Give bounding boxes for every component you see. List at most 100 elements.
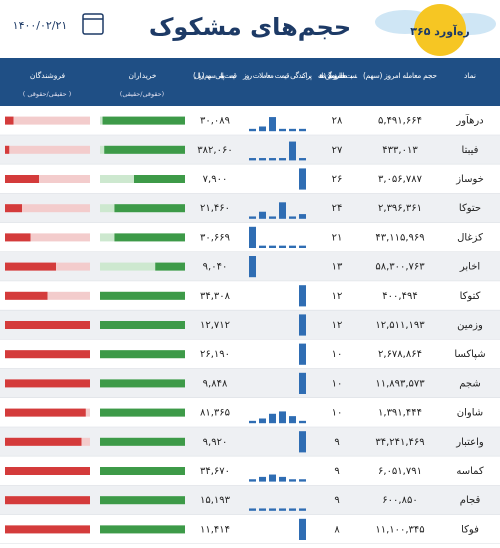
- price: ۱۵,۱۹۳: [200, 495, 231, 506]
- dispersion-bar: [249, 226, 256, 248]
- column-note: (حقوقی/حقیقی): [120, 90, 164, 98]
- symbol: شاوان: [457, 408, 483, 419]
- ratio: ۱۳: [332, 262, 343, 273]
- dispersion-bar: [289, 216, 296, 219]
- dispersion-bar: [269, 245, 276, 248]
- sellers-bar: [5, 321, 90, 329]
- dispersion-bar: [299, 372, 306, 394]
- symbol: وزمین: [457, 320, 483, 331]
- ratio: ۱۲: [332, 320, 343, 331]
- volume: ۶,۰۵۱,۷۹۱: [378, 466, 422, 477]
- price: ۸۱,۳۶۵: [200, 408, 230, 419]
- volume: ۲,۳۹۶,۳۶۱: [378, 203, 422, 214]
- buyers-bar: [102, 116, 185, 125]
- symbol: واعتبار: [455, 437, 484, 448]
- dispersion-bar: [279, 158, 286, 161]
- sellers-bar: [5, 262, 56, 271]
- ratio: ۲۴: [332, 203, 343, 214]
- buyers-bar: [100, 467, 185, 475]
- volume: ۱۱,۱۰۰,۳۴۵: [375, 524, 424, 535]
- sellers-bar: [5, 437, 82, 446]
- price: ۹,۰۴۰: [203, 262, 228, 273]
- ratio: ۸: [334, 524, 340, 535]
- dispersion-bar: [249, 479, 256, 482]
- buyers-bar: [100, 379, 185, 388]
- dispersion-bar: [249, 420, 256, 424]
- sellers-bar: [5, 204, 22, 213]
- sellers-bar: [5, 145, 10, 154]
- symbol: کماسه: [456, 466, 484, 477]
- buyers-bar: [100, 408, 185, 417]
- volume: ۴۰۰,۴۹۴: [382, 291, 417, 302]
- dispersion-bar: [299, 314, 306, 336]
- volume: ۴۳,۱۱۵,۹۶۹: [375, 232, 424, 243]
- dispersion-bar: [249, 508, 256, 511]
- dispersion-bar: [299, 518, 306, 540]
- buyers-track: [100, 262, 185, 271]
- sellers-bar: [5, 525, 90, 534]
- symbol: قجام: [460, 495, 481, 506]
- price: ۳۰,۰۸۹: [200, 116, 230, 127]
- price: ۹,۸۴۸: [203, 378, 228, 389]
- dispersion-bar: [269, 413, 276, 424]
- dispersion-bar: [269, 508, 276, 511]
- ratio: ۲۶: [332, 174, 343, 185]
- sellers-bar: [5, 496, 90, 505]
- price: ۱۱,۴۱۴: [200, 524, 230, 535]
- symbol: فوکا: [461, 524, 479, 535]
- volume: ۱۲,۵۱۱,۱۹۳: [375, 320, 425, 331]
- symbol: کتوکا: [460, 291, 481, 302]
- dispersion-bar: [289, 416, 296, 424]
- dispersion-bar: [259, 158, 266, 161]
- sellers-bar: [5, 379, 90, 388]
- ratio: ۱۰: [332, 349, 343, 360]
- volume: ۴۳۳,۰۱۳: [382, 145, 418, 156]
- dispersion-bar: [249, 158, 256, 161]
- dispersion-bar: [299, 168, 306, 190]
- volume: ۱,۳۹۱,۴۴۴: [378, 408, 422, 419]
- symbol: درهآور: [455, 114, 483, 127]
- sellers-track: [5, 116, 90, 125]
- sellers-bar: [5, 175, 39, 183]
- symbol: کزغال: [457, 232, 483, 243]
- dispersion-bar: [299, 285, 306, 307]
- buyers-bar: [100, 496, 185, 505]
- symbol: حتوکا: [459, 203, 481, 214]
- dispersion-bar: [279, 202, 286, 219]
- column-header: حجم معامله امروز (سهم): [363, 71, 437, 80]
- volume: ۵,۴۹۱,۶۶۴: [378, 116, 422, 127]
- page-title: حجم‌های مشکوک: [149, 13, 351, 41]
- sellers-bar: [5, 467, 90, 475]
- dispersion-bar: [279, 508, 286, 511]
- logo-text: ره‌آورد ۳۶۵: [410, 24, 469, 38]
- dispersion-bar: [269, 216, 276, 219]
- column-header-bg: [0, 58, 500, 106]
- column-header: پراکندگی قیمت معاملات روز: [242, 71, 312, 80]
- volume: ۱۱,۸۹۳,۵۷۳: [375, 378, 425, 389]
- dispersion-bar: [299, 431, 306, 453]
- ratio: ۹: [334, 466, 339, 477]
- logo-badge: [414, 4, 466, 56]
- dispersion-bar: [249, 128, 256, 132]
- price: ۳۴,۳۰۸: [200, 291, 231, 302]
- price: ۳۸۲,۰۶۰: [197, 145, 232, 156]
- dispersion-bar: [259, 126, 266, 132]
- dispersion-bar: [299, 343, 306, 365]
- dispersion-bar: [289, 141, 296, 161]
- dispersion-bar: [299, 214, 306, 219]
- sellers-track: [5, 233, 90, 242]
- buyers-bar: [100, 525, 185, 534]
- symbol: خوساز: [455, 174, 484, 185]
- dispersion-bar: [279, 128, 286, 132]
- sellers-bar: [5, 350, 90, 359]
- ratio: ۹: [334, 495, 339, 506]
- dispersion-bar: [259, 418, 266, 424]
- ratio: ۱۲: [332, 291, 343, 302]
- price: ۲۱,۴۶۰: [200, 203, 230, 214]
- dispersion-bar: [259, 508, 266, 511]
- dispersion-bar: [249, 216, 256, 219]
- dispersion-bar: [279, 476, 286, 482]
- dispersion-bar: [279, 245, 286, 248]
